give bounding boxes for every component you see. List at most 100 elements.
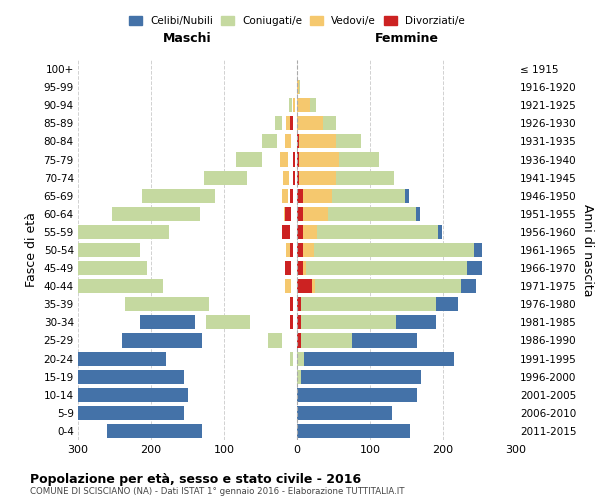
Bar	[286, 279, 291, 293]
Bar	[303, 243, 314, 257]
Bar	[301, 316, 395, 330]
Bar	[125, 297, 209, 312]
Bar	[283, 170, 289, 184]
Y-axis label: Fasce di età: Fasce di età	[25, 212, 38, 288]
Bar	[122, 334, 202, 347]
Bar	[297, 188, 303, 203]
Bar	[299, 80, 300, 94]
Bar	[299, 170, 335, 184]
Bar	[112, 207, 200, 221]
Bar	[297, 207, 303, 221]
Bar	[290, 297, 293, 312]
Bar	[242, 170, 244, 184]
Text: COMUNE DI SCISCIANO (NA) - Dati ISTAT 1° gennaio 2016 - Elaborazione TUTTITALIA.: COMUNE DI SCISCIANO (NA) - Dati ISTAT 1°…	[30, 488, 404, 496]
Bar	[290, 243, 293, 257]
Bar	[52, 225, 169, 239]
Bar	[297, 243, 303, 257]
Bar	[142, 188, 215, 203]
Bar	[297, 98, 310, 112]
Bar	[297, 152, 299, 166]
Bar	[206, 316, 250, 330]
Bar	[303, 261, 307, 275]
Bar	[35, 279, 163, 293]
Bar	[293, 152, 295, 166]
Bar	[119, 279, 142, 293]
Bar	[317, 225, 438, 239]
Bar	[107, 424, 202, 438]
Bar	[297, 406, 392, 420]
Bar	[335, 170, 394, 184]
Bar	[297, 334, 301, 347]
Bar	[207, 188, 211, 203]
Bar	[286, 207, 291, 221]
Bar	[286, 261, 291, 275]
Bar	[293, 98, 295, 112]
Bar	[467, 261, 482, 275]
Bar	[283, 225, 286, 239]
Bar	[204, 170, 247, 184]
Bar	[297, 352, 304, 366]
Bar	[71, 370, 184, 384]
Bar	[323, 116, 335, 130]
Bar	[129, 297, 169, 312]
Legend: Celibi/Nubili, Coniugati/e, Vedovi/e, Divorziati/e: Celibi/Nubili, Coniugati/e, Vedovi/e, Di…	[125, 12, 469, 30]
Bar	[335, 134, 361, 148]
Bar	[0, 243, 140, 257]
Bar	[114, 243, 127, 257]
Bar	[297, 134, 299, 148]
Bar	[436, 297, 458, 312]
Bar	[304, 352, 454, 366]
Bar	[290, 116, 293, 130]
Bar	[297, 116, 323, 130]
Bar	[297, 170, 299, 184]
Bar	[438, 225, 442, 239]
Bar	[303, 188, 332, 203]
Text: Femmine: Femmine	[374, 32, 439, 45]
Bar	[290, 188, 293, 203]
Bar	[314, 243, 475, 257]
Bar	[310, 98, 316, 112]
Bar	[118, 261, 132, 275]
Bar	[297, 297, 301, 312]
Bar	[307, 261, 467, 275]
Bar	[475, 243, 482, 257]
Bar	[461, 279, 476, 293]
Bar	[297, 316, 301, 330]
Bar	[78, 388, 187, 402]
Text: Popolazione per età, sesso e stato civile - 2016: Popolazione per età, sesso e stato civil…	[30, 472, 361, 486]
Bar	[140, 316, 195, 330]
Bar	[289, 98, 292, 112]
Bar	[328, 207, 416, 221]
Bar	[299, 134, 335, 148]
Bar	[283, 225, 290, 239]
Bar	[297, 261, 303, 275]
Bar	[4, 261, 146, 275]
Bar	[297, 424, 410, 438]
Bar	[287, 261, 289, 275]
Bar	[332, 188, 405, 203]
Bar	[236, 152, 262, 166]
Bar	[262, 134, 277, 148]
Bar	[352, 334, 418, 347]
Bar	[340, 152, 379, 166]
Bar	[303, 207, 328, 221]
Bar	[275, 116, 283, 130]
Bar	[286, 116, 290, 130]
Bar	[311, 279, 315, 293]
Bar	[301, 297, 436, 312]
Bar	[303, 225, 317, 239]
Bar	[395, 316, 436, 330]
Bar	[281, 188, 287, 203]
Bar	[297, 370, 301, 384]
Bar	[299, 152, 340, 166]
Y-axis label: Anni di nascita: Anni di nascita	[581, 204, 593, 296]
Bar	[286, 134, 291, 148]
Bar	[301, 370, 421, 384]
Bar	[38, 352, 166, 366]
Bar	[158, 225, 163, 239]
Bar	[301, 334, 352, 347]
Bar	[297, 388, 418, 402]
Bar	[290, 352, 293, 366]
Bar	[297, 80, 299, 94]
Bar	[193, 207, 196, 221]
